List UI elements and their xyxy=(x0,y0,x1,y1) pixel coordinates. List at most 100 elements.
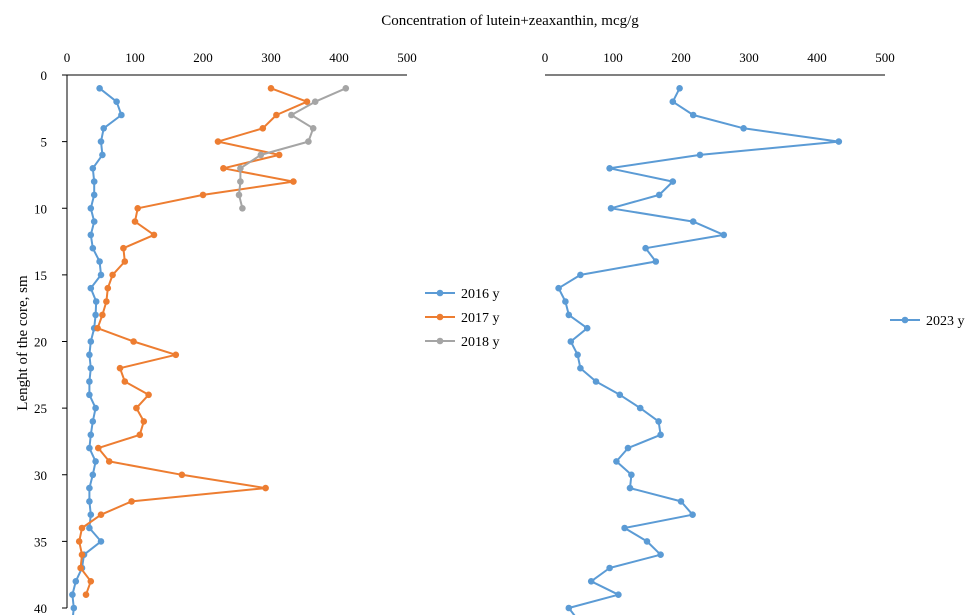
data-point-2017-y xyxy=(77,564,84,572)
data-point-2017-y xyxy=(95,444,102,452)
data-point-2016-y xyxy=(90,218,98,225)
data-point-2023-y xyxy=(615,591,622,598)
data-point-2016-y xyxy=(87,338,95,345)
data-point-2023-y xyxy=(740,125,747,132)
data-point-2016-y xyxy=(92,298,100,305)
data-point-2018-y xyxy=(288,111,295,119)
series-line-2023-y xyxy=(557,87,840,615)
data-point-2016-y xyxy=(87,231,95,239)
data-point-2023-y xyxy=(677,498,685,505)
legend-label-2016-y: 2016 y xyxy=(461,287,500,302)
data-point-2017-y xyxy=(145,391,152,399)
data-point-2016-y xyxy=(86,484,93,492)
data-point-2017-y xyxy=(199,191,207,199)
data-point-2017-y xyxy=(262,484,269,492)
x-tick-label: 400 xyxy=(807,50,827,65)
y-tick-label: 20 xyxy=(34,335,47,350)
legend-marker-2016-y xyxy=(436,289,444,297)
data-point-2016-y xyxy=(87,511,95,518)
series-line-2018-y xyxy=(238,87,347,209)
data-point-2023-y xyxy=(583,324,591,332)
x-tick-label: 500 xyxy=(397,50,417,65)
x-tick-label: 0 xyxy=(542,50,549,65)
data-point-2023-y xyxy=(624,444,632,452)
legend-label-2018-y: 2018 y xyxy=(461,335,500,350)
data-point-2023-y xyxy=(607,205,615,212)
data-point-2023-y xyxy=(621,524,628,532)
data-point-2023-y xyxy=(643,538,651,545)
data-point-2016-y xyxy=(90,191,98,199)
data-point-2023-y xyxy=(696,151,704,159)
data-point-2016-y xyxy=(89,471,97,479)
data-point-2023-y xyxy=(567,338,575,345)
x-tick-label: 100 xyxy=(603,50,623,65)
data-point-2016-y xyxy=(87,284,95,292)
y-axis-label: Lenght of the core, sm xyxy=(15,275,31,411)
data-point-2016-y xyxy=(86,391,93,399)
data-point-2023-y xyxy=(574,351,581,359)
chart-title: Concentration of lutein+zeaxanthin, mcg/… xyxy=(381,13,639,29)
x-tick-label: 300 xyxy=(261,50,281,65)
data-point-2017-y xyxy=(121,378,129,385)
data-point-2016-y xyxy=(86,498,93,505)
data-point-2016-y xyxy=(96,258,103,265)
x-tick-label: 400 xyxy=(329,50,349,65)
data-point-2017-y xyxy=(99,311,106,319)
data-point-2017-y xyxy=(97,511,105,518)
data-point-2023-y xyxy=(652,258,660,265)
data-point-2016-y xyxy=(96,85,103,92)
data-point-2017-y xyxy=(134,205,141,212)
data-point-2018-y xyxy=(342,85,350,92)
data-point-2023-y xyxy=(689,511,696,518)
data-point-2016-y xyxy=(118,111,125,119)
data-point-2017-y xyxy=(120,244,127,252)
data-point-2017-y xyxy=(116,364,124,372)
data-point-2023-y xyxy=(642,244,649,252)
legend-label-2023-y: 2023 y xyxy=(926,314,965,329)
data-point-2016-y xyxy=(87,364,95,372)
data-point-2023-y xyxy=(720,231,728,239)
data-point-2017-y xyxy=(275,151,283,159)
data-point-2016-y xyxy=(100,125,107,132)
data-point-2016-y xyxy=(70,604,78,612)
data-point-2016-y xyxy=(97,271,105,279)
legend-marker-2023-y xyxy=(901,316,909,324)
legend-label-2017-y: 2017 y xyxy=(461,311,500,326)
data-point-2017-y xyxy=(290,178,297,185)
data-point-2017-y xyxy=(259,125,267,132)
data-point-2017-y xyxy=(133,404,140,412)
data-point-2016-y xyxy=(86,351,93,359)
data-point-2023-y xyxy=(616,391,624,399)
data-point-2023-y xyxy=(606,165,613,172)
data-point-2016-y xyxy=(87,431,95,439)
data-point-2018-y xyxy=(311,98,319,105)
data-point-2023-y xyxy=(587,578,595,585)
legend-marker-2017-y xyxy=(436,313,444,321)
legend-marker-2018-y xyxy=(436,337,444,345)
data-point-2023-y xyxy=(562,298,569,305)
x-tick-label: 300 xyxy=(739,50,759,65)
data-point-2018-y xyxy=(237,178,244,185)
series-line-2017-y xyxy=(78,87,308,596)
x-tick-label: 0 xyxy=(64,50,71,65)
data-point-2023-y xyxy=(835,138,843,145)
data-point-2016-y xyxy=(92,311,99,319)
data-point-2017-y xyxy=(214,138,222,145)
data-point-2018-y xyxy=(257,151,265,159)
data-point-2016-y xyxy=(90,178,98,185)
data-point-2017-y xyxy=(75,538,83,545)
data-point-2023-y xyxy=(689,111,697,119)
data-point-2017-y xyxy=(131,218,139,225)
data-point-2017-y xyxy=(105,458,113,465)
data-point-2017-y xyxy=(220,165,227,172)
data-point-2017-y xyxy=(94,324,101,332)
data-point-2018-y xyxy=(305,138,312,145)
x-tick-label: 200 xyxy=(193,50,213,65)
data-point-2016-y xyxy=(69,591,76,598)
data-point-2017-y xyxy=(87,578,95,585)
data-point-2016-y xyxy=(89,165,97,172)
data-point-2017-y xyxy=(78,524,86,532)
data-point-2017-y xyxy=(121,258,129,265)
data-point-2023-y xyxy=(628,471,635,479)
